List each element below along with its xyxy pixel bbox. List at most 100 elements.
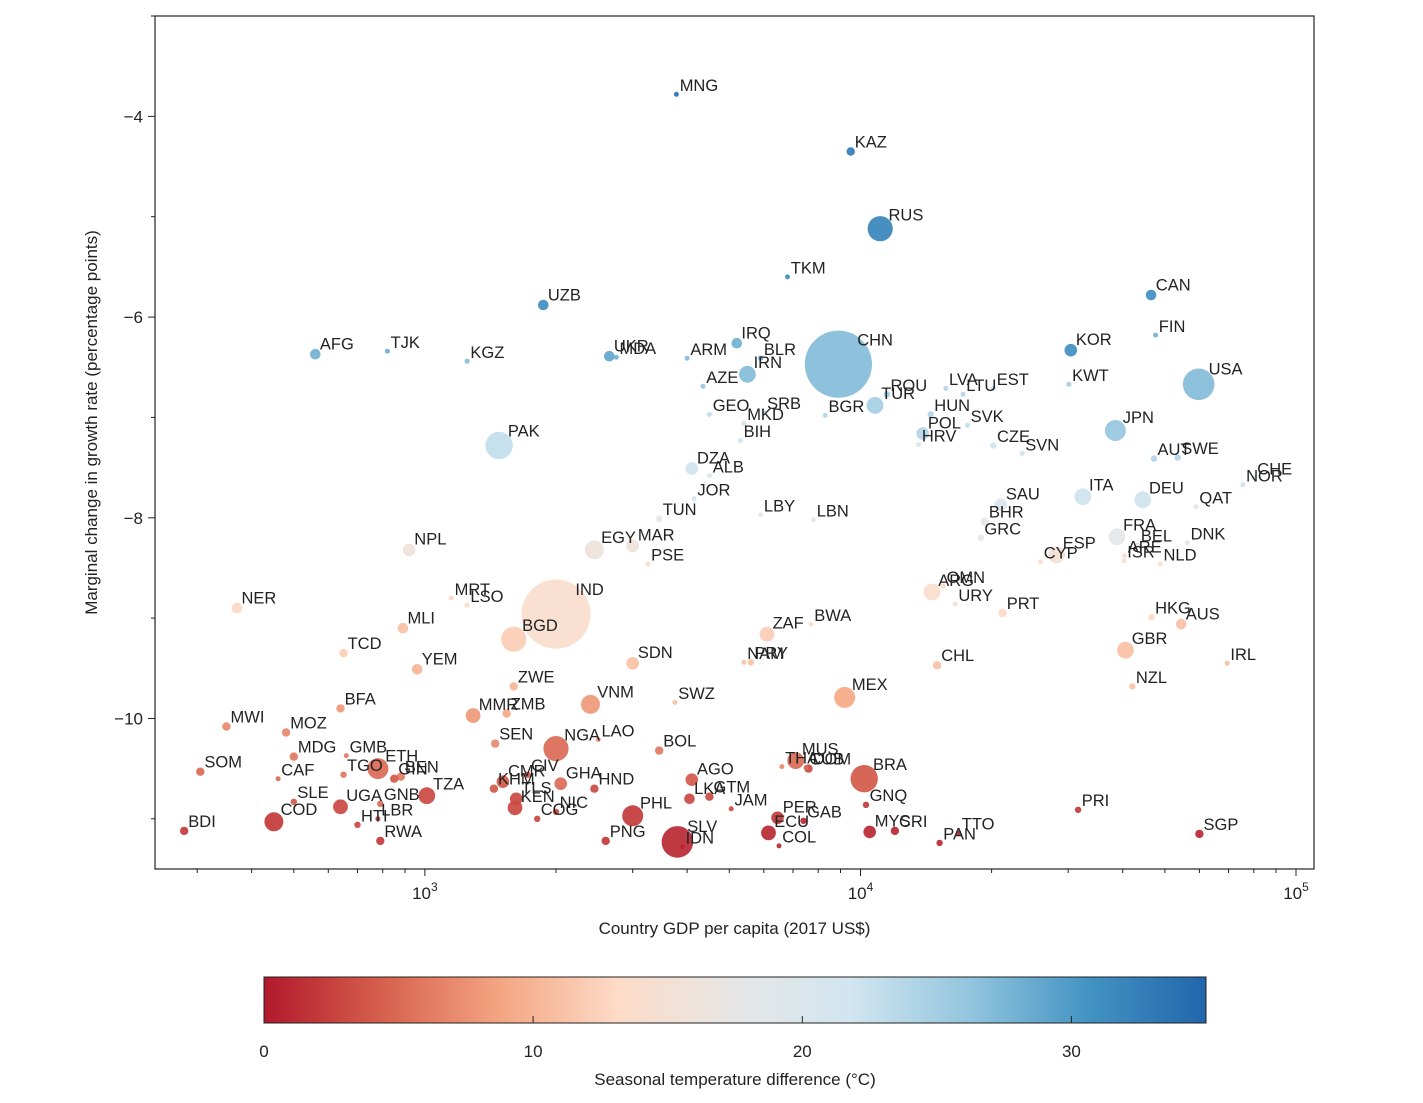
label-rou: ROU — [891, 377, 928, 395]
label-jam: JAM — [735, 792, 768, 810]
colorbar-tick-label: 30 — [1062, 1042, 1081, 1061]
label-ben: BEN — [405, 759, 439, 777]
label-prt: PRT — [1007, 595, 1040, 613]
point-gnb — [377, 800, 384, 807]
point-ury — [952, 601, 958, 607]
label-hrv: HRV — [922, 427, 957, 445]
point-rou — [883, 391, 891, 398]
point-rus — [867, 216, 893, 242]
y-tick-label: −10 — [114, 710, 143, 729]
label-lva: LVA — [949, 371, 978, 389]
point-dnk — [1184, 540, 1190, 546]
label-tkm: TKM — [791, 260, 826, 278]
label-dza: DZA — [697, 449, 730, 467]
label-som: SOM — [204, 754, 242, 772]
point-tjk — [384, 348, 390, 354]
label-bgd: BGD — [522, 617, 558, 635]
point-nam — [741, 659, 747, 665]
label-mar: MAR — [638, 527, 675, 545]
point-phl — [622, 805, 644, 827]
label-per: PER — [783, 799, 817, 817]
point-cub — [803, 765, 809, 771]
label-dnk: DNK — [1191, 526, 1226, 544]
label-cmr: CMR — [508, 763, 546, 781]
label-lby: LBY — [764, 498, 795, 516]
point-chn — [804, 330, 873, 398]
point-ecu — [761, 825, 776, 841]
point-lbr — [375, 816, 381, 822]
point-som — [196, 767, 205, 776]
label-gnb: GNB — [384, 786, 420, 804]
point-isr — [1121, 558, 1127, 564]
label-afg: AFG — [320, 336, 354, 354]
y-tick-label: −6 — [124, 308, 143, 327]
label-tto: TTO — [962, 816, 995, 834]
label-can: CAN — [1156, 276, 1191, 294]
label-aut: AUT — [1158, 441, 1191, 459]
label-moz: MOZ — [290, 714, 327, 732]
point-tha — [779, 764, 785, 770]
label-mmr: MMR — [479, 696, 518, 714]
x-tick-label: 104 — [848, 880, 874, 903]
label-kor: KOR — [1076, 331, 1112, 349]
point-gha — [554, 777, 567, 790]
point-swz — [672, 699, 678, 705]
point-swe — [1174, 454, 1181, 461]
label-geo: GEO — [713, 397, 750, 415]
label-gmb: GMB — [350, 738, 388, 756]
label-fin: FIN — [1159, 318, 1186, 336]
point-cmr — [496, 775, 510, 788]
point-ukr — [604, 350, 615, 362]
label-irq: IRQ — [741, 325, 771, 343]
point-lao — [595, 737, 601, 742]
label-zwe: ZWE — [518, 668, 555, 686]
label-mys: MYS — [875, 813, 911, 831]
point-che — [1251, 475, 1257, 481]
point-egy — [584, 540, 604, 560]
label-mkd: MKD — [747, 406, 784, 424]
label-mli: MLI — [408, 610, 436, 628]
point-sau — [994, 498, 1008, 512]
point-nga — [543, 736, 569, 762]
label-cub: CUB — [809, 750, 844, 768]
label-phl: PHL — [640, 795, 672, 813]
point-png — [601, 836, 610, 846]
label-tha: THA — [785, 749, 818, 767]
point-ltu — [960, 391, 966, 397]
point-mda — [613, 354, 619, 360]
label-nam: NAM — [747, 645, 784, 663]
label-svn: SVN — [1025, 436, 1059, 454]
label-uga: UGA — [346, 787, 382, 805]
point-nic — [552, 808, 560, 815]
point-dza — [685, 462, 699, 475]
label-jpn: JPN — [1123, 409, 1154, 427]
label-lka: LKA — [694, 780, 725, 798]
label-bra: BRA — [873, 756, 907, 774]
point-arg — [923, 583, 941, 601]
label-gbr: GBR — [1132, 630, 1168, 648]
label-tun: TUN — [663, 501, 697, 519]
label-est: EST — [997, 371, 1029, 389]
point-qat — [1193, 504, 1199, 510]
point-npl — [402, 543, 416, 557]
point-hkg — [1148, 613, 1155, 621]
point-blr — [758, 355, 764, 361]
label-tza: TZA — [433, 776, 464, 794]
label-alb: ALB — [713, 458, 744, 476]
point-col — [776, 843, 782, 849]
label-pol: POL — [928, 414, 961, 432]
point-bhr — [980, 517, 989, 526]
point-kaz — [846, 147, 855, 156]
point-mng — [673, 91, 679, 97]
point-can — [1145, 289, 1157, 301]
label-che: CHE — [1257, 460, 1292, 478]
point-ind — [521, 579, 591, 649]
point-gin — [390, 774, 399, 783]
point-tto — [956, 830, 962, 836]
label-aze: AZE — [706, 369, 738, 387]
label-ecu: ECU — [774, 813, 809, 831]
colorbar-title: Seasonal temperature difference (°C) — [594, 1070, 875, 1089]
point-srb — [761, 409, 767, 415]
point-uzb — [538, 299, 549, 311]
